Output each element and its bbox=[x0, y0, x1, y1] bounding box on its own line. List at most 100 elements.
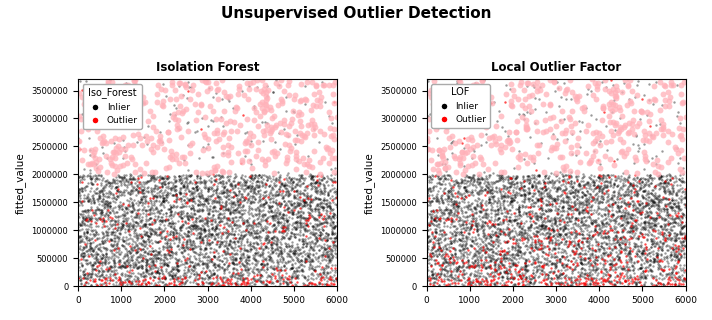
Point bbox=[132, 208, 144, 213]
Point bbox=[632, 183, 643, 188]
Point bbox=[635, 251, 646, 256]
Point bbox=[177, 280, 188, 285]
Point bbox=[288, 193, 299, 198]
Point bbox=[579, 267, 590, 272]
Point bbox=[533, 237, 544, 242]
Point bbox=[461, 277, 473, 283]
Point bbox=[162, 176, 173, 181]
Point bbox=[471, 227, 482, 232]
Point bbox=[216, 240, 228, 245]
Point bbox=[294, 197, 305, 203]
Point bbox=[466, 90, 478, 95]
Point bbox=[522, 281, 533, 286]
Point bbox=[574, 129, 585, 134]
Point bbox=[227, 201, 239, 206]
Point bbox=[256, 267, 267, 272]
Point bbox=[508, 197, 520, 203]
Point bbox=[608, 223, 619, 228]
Point bbox=[281, 177, 293, 182]
Point bbox=[221, 220, 232, 226]
Point bbox=[147, 221, 158, 226]
Point bbox=[499, 259, 511, 264]
Point bbox=[243, 223, 254, 228]
Point bbox=[518, 199, 530, 204]
Point bbox=[530, 260, 541, 266]
Point bbox=[232, 218, 244, 223]
Point bbox=[671, 215, 683, 220]
Point bbox=[180, 241, 192, 246]
Point bbox=[591, 186, 602, 191]
Point bbox=[217, 170, 229, 175]
Point bbox=[259, 223, 271, 228]
Point bbox=[221, 230, 232, 235]
Point bbox=[629, 218, 641, 223]
Point bbox=[119, 214, 130, 219]
Point bbox=[673, 244, 684, 249]
Point bbox=[257, 280, 268, 285]
Point bbox=[88, 228, 99, 233]
Point bbox=[540, 175, 551, 180]
Point bbox=[445, 178, 456, 183]
Point bbox=[660, 188, 671, 193]
Point bbox=[587, 280, 599, 285]
Point bbox=[117, 201, 129, 206]
Point bbox=[221, 203, 232, 208]
Point bbox=[657, 268, 669, 273]
Point bbox=[438, 279, 449, 284]
Point bbox=[286, 201, 298, 206]
Point bbox=[462, 248, 473, 253]
Point bbox=[191, 188, 202, 193]
Point bbox=[501, 215, 512, 220]
Point bbox=[266, 236, 277, 241]
Point bbox=[673, 150, 684, 156]
Point bbox=[206, 233, 218, 238]
Point bbox=[155, 217, 166, 222]
Point bbox=[422, 220, 434, 226]
Point bbox=[632, 253, 643, 259]
Point bbox=[202, 253, 214, 258]
Point bbox=[479, 106, 491, 111]
Point bbox=[152, 207, 163, 212]
Point bbox=[595, 198, 606, 204]
Point bbox=[117, 280, 129, 285]
Point bbox=[100, 205, 111, 210]
Point bbox=[623, 245, 634, 250]
Point bbox=[150, 270, 161, 275]
Point bbox=[117, 223, 129, 228]
Point bbox=[641, 225, 652, 230]
Point bbox=[610, 267, 622, 272]
Point bbox=[252, 190, 263, 196]
Point bbox=[434, 245, 446, 250]
Point bbox=[513, 269, 525, 274]
Point bbox=[244, 248, 256, 253]
Point bbox=[179, 268, 190, 273]
Point bbox=[251, 84, 263, 90]
Point bbox=[306, 270, 318, 276]
Point bbox=[561, 86, 572, 92]
Point bbox=[606, 201, 617, 206]
Point bbox=[105, 237, 116, 242]
Point bbox=[159, 254, 171, 259]
Point bbox=[538, 180, 550, 185]
Point bbox=[478, 161, 489, 166]
Point bbox=[633, 254, 644, 259]
Point bbox=[527, 254, 538, 260]
Point bbox=[635, 283, 646, 288]
Point bbox=[150, 264, 161, 269]
Point bbox=[430, 219, 441, 224]
Point bbox=[286, 216, 298, 221]
Point bbox=[617, 267, 629, 272]
Point bbox=[554, 170, 565, 175]
Point bbox=[623, 281, 634, 286]
Point bbox=[150, 274, 161, 279]
Point bbox=[655, 266, 666, 271]
Point bbox=[493, 172, 504, 178]
Point bbox=[293, 257, 304, 262]
Point bbox=[571, 263, 582, 268]
Point bbox=[593, 173, 604, 178]
Point bbox=[430, 127, 441, 132]
Point bbox=[486, 100, 497, 106]
Point bbox=[192, 188, 203, 193]
Point bbox=[150, 280, 161, 285]
Point bbox=[422, 197, 433, 202]
